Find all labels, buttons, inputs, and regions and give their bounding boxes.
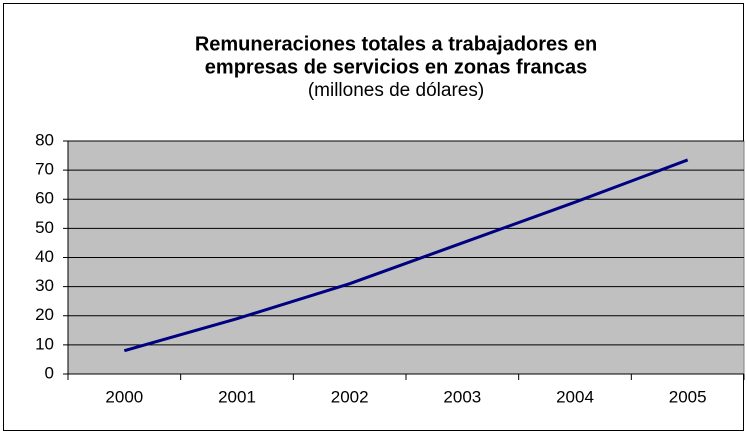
- y-tick-label: 0: [45, 363, 54, 382]
- y-tick-label: 20: [35, 305, 54, 324]
- x-tick-label: 2003: [443, 387, 481, 406]
- y-tick-label: 10: [35, 334, 54, 353]
- chart-title: empresas de servicios en zonas francas: [205, 56, 587, 78]
- x-tick-label: 2005: [669, 387, 707, 406]
- x-tick-label: 2001: [218, 387, 256, 406]
- x-tick-label: 2004: [556, 387, 594, 406]
- y-tick-label: 40: [35, 247, 54, 266]
- y-tick-label: 80: [35, 130, 54, 149]
- y-tick-label: 70: [35, 160, 54, 179]
- y-tick-label: 30: [35, 276, 54, 295]
- chart-title: Remuneraciones totales a trabajadores en: [195, 33, 597, 55]
- y-tick-label: 60: [35, 189, 54, 208]
- series-line: [123, 158, 689, 353]
- x-tick-label: 2000: [105, 387, 143, 406]
- x-tick-label: 2002: [331, 387, 369, 406]
- chart-subtitle: (millones de dólares): [308, 80, 484, 101]
- y-tick-label: 50: [35, 218, 54, 237]
